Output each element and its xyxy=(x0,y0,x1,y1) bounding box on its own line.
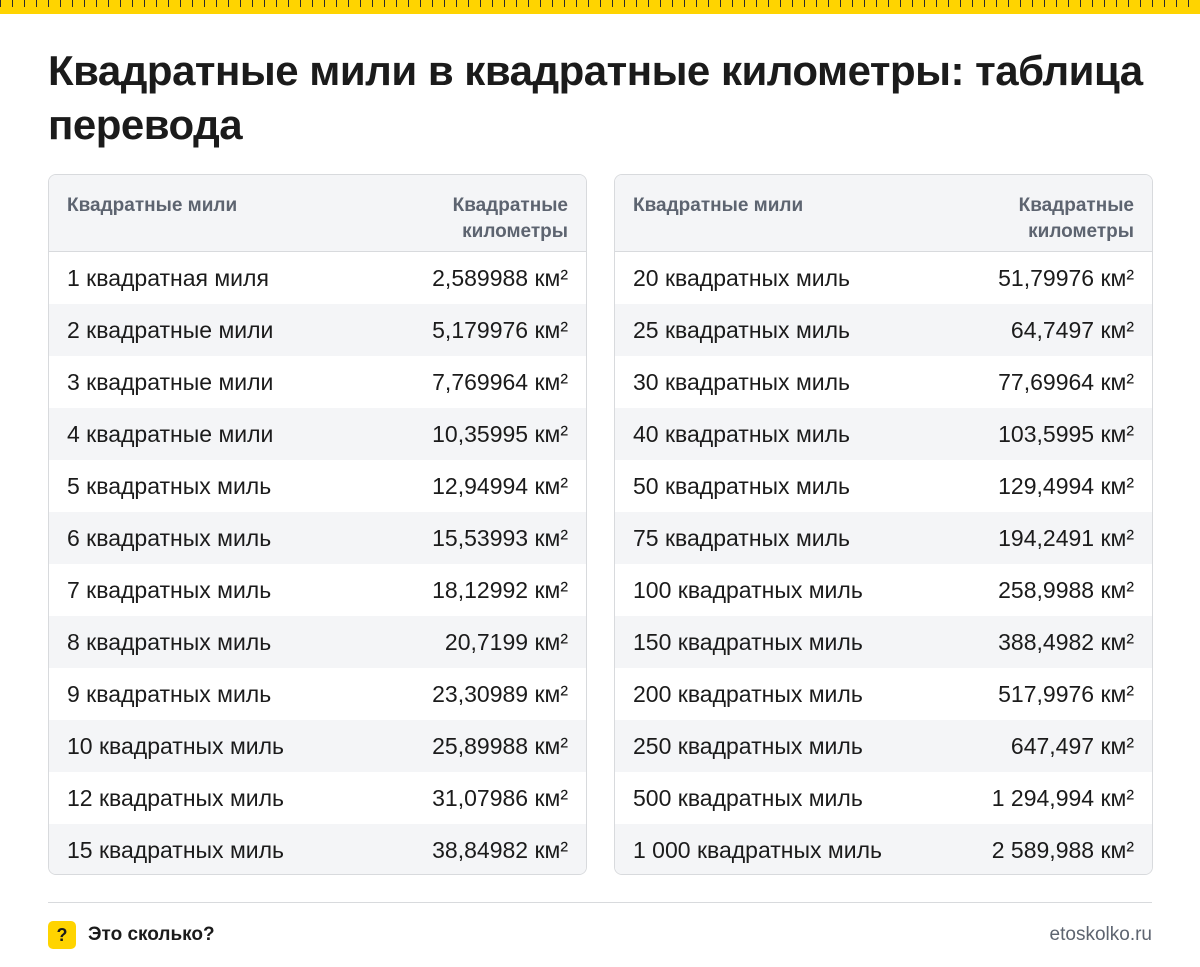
table-row: 9 квадратных миль 23,30989 км² xyxy=(49,668,586,720)
table-row: 250 квадратных миль 647,497 км² xyxy=(615,720,1152,772)
cell-square-km: 129,4994 км² xyxy=(998,472,1134,499)
cell-square-miles: 250 квадратных миль xyxy=(633,732,863,759)
table-row: 30 квадратных миль 77,69964 км² xyxy=(615,356,1152,408)
conversion-table-left: Квадратные мили Квадратные километры 1 к… xyxy=(48,174,587,875)
cell-square-miles: 6 квадратных миль xyxy=(67,524,272,551)
table-row: 20 квадратных миль 51,79976 км² xyxy=(615,252,1152,304)
table-row: 7 квадратных миль 18,12992 км² xyxy=(49,564,586,616)
cell-square-km: 647,497 км² xyxy=(1010,732,1134,759)
cell-square-miles: 40 квадратных миль xyxy=(633,420,851,447)
cell-square-miles: 4 квадратные мили xyxy=(67,420,274,447)
table-row: 500 квадратных миль 1 294,994 км² xyxy=(615,772,1152,824)
table-row: 15 квадратных миль 38,84982 км² xyxy=(49,824,586,874)
cell-square-km: 18,12992 км² xyxy=(432,576,568,603)
table-body: 1 квадратная миля 2,589988 км² 2 квадратны… xyxy=(49,252,586,874)
column-header-km: Квадратные километры xyxy=(452,195,568,242)
cell-square-km: 31,07986 км² xyxy=(432,784,568,811)
table-row: 6 квадратных миль 15,53993 км² xyxy=(49,512,586,564)
cell-square-miles: 9 квадратных миль xyxy=(67,680,272,707)
top-ruler-strip xyxy=(0,0,1200,14)
table-row: 8 квадратных миль 20,7199 км² xyxy=(49,616,586,668)
cell-square-km: 12,94994 км² xyxy=(432,472,568,499)
cell-square-miles: 20 квадратных миль xyxy=(633,264,851,291)
table-row: 100 квадратных миль 258,9988 км² xyxy=(615,564,1152,616)
cell-square-miles: 50 квадратных миль xyxy=(633,472,851,499)
cell-square-miles: 15 квадратных миль xyxy=(67,836,285,863)
cell-square-miles: 150 квадратных миль xyxy=(633,628,863,655)
table-row: 5 квадратных миль 12,94994 км² xyxy=(49,460,586,512)
table-row: 3 квадратные мили 7,769964 км² xyxy=(49,356,586,408)
column-header-miles: Квадратные мили xyxy=(67,195,238,216)
cell-square-miles: 12 квадратных миль xyxy=(67,784,285,811)
cell-square-miles: 1 квадратная миля xyxy=(67,264,269,291)
column-header-km: Квадратные километры xyxy=(1018,195,1134,242)
cell-square-km: 258,9988 км² xyxy=(998,576,1134,603)
table-row: 25 квадратных миль 64,7497 км² xyxy=(615,304,1152,356)
cell-square-miles: 7 квадратных миль xyxy=(67,576,272,603)
table-row: 75 квадратных миль 194,2491 км² xyxy=(615,512,1152,564)
cell-square-miles: 5 квадратных миль xyxy=(67,472,272,499)
cell-square-km: 38,84982 км² xyxy=(432,836,568,863)
cell-square-km: 10,35995 км² xyxy=(432,420,568,447)
cell-square-miles: 100 квадратных миль xyxy=(633,576,863,603)
cell-square-miles: 2 квадратные мили xyxy=(67,316,274,343)
cell-square-km: 15,53993 км² xyxy=(432,524,568,551)
question-mark-logo-icon: ? xyxy=(48,921,76,949)
table-header: Квадратные мили Квадратные километры xyxy=(49,175,586,252)
cell-square-km: 388,4982 км² xyxy=(998,628,1134,655)
cell-square-km: 25,89988 км² xyxy=(432,732,568,759)
table-row: 10 квадратных миль 25,89988 км² xyxy=(49,720,586,772)
cell-square-km: 64,7497 км² xyxy=(1010,316,1134,343)
cell-square-km: 20,7199 км² xyxy=(444,628,568,655)
cell-square-miles: 200 квадратных миль xyxy=(633,680,863,707)
cell-square-miles: 30 квадратных миль xyxy=(633,368,851,395)
column-header-miles: Квадратные мили xyxy=(633,195,804,216)
table-row: 12 квадратных миль 31,07986 км² xyxy=(49,772,586,824)
cell-square-miles: 8 квадратных миль xyxy=(67,628,272,655)
table-row: 1 квадратная миля 2,589988 км² xyxy=(49,252,586,304)
footer-divider xyxy=(48,902,1152,903)
conversion-table-right: Квадратные мили Квадратные километры 20 … xyxy=(614,174,1153,875)
cell-square-km: 2,589988 км² xyxy=(432,264,568,291)
cell-square-km: 7,769964 км² xyxy=(432,368,568,395)
cell-square-miles: 75 квадратных миль xyxy=(633,524,851,551)
cell-square-miles: 1 000 квадратных миль xyxy=(633,836,882,863)
page-title: Квадратные мили в квадратные километры: … xyxy=(48,47,1143,148)
cell-square-km: 517,9976 км² xyxy=(998,680,1134,707)
cell-square-km: 103,5995 км² xyxy=(998,420,1134,447)
cell-square-km: 23,30989 км² xyxy=(432,680,568,707)
cell-square-km: 51,79976 км² xyxy=(998,264,1134,291)
table-row: 50 квадратных миль 129,4994 км² xyxy=(615,460,1152,512)
cell-square-miles: 10 квадратных миль xyxy=(67,732,285,759)
cell-square-miles: 25 квадратных миль xyxy=(633,316,851,343)
table-body: 20 квадратных миль 51,79976 км² 25 квадрат… xyxy=(615,252,1152,874)
cell-square-km: 194,2491 км² xyxy=(998,524,1134,551)
cell-square-km: 77,69964 км² xyxy=(998,368,1134,395)
table-row: 200 квадратных миль 517,9976 км² xyxy=(615,668,1152,720)
site-url: etoskolko.ru xyxy=(1049,924,1152,945)
cell-square-miles: 500 квадратных миль xyxy=(633,784,863,811)
table-header: Квадратные мили Квадратные километры xyxy=(615,175,1152,252)
cell-square-km: 2 589,988 км² xyxy=(991,836,1134,863)
table-row: 1 000 квадратных миль 2 589,988 км² xyxy=(615,824,1152,874)
cell-square-miles: 3 квадратные мили xyxy=(67,368,274,395)
cell-square-km: 5,179976 км² xyxy=(432,316,568,343)
table-row: 2 квадратные мили 5,179976 км² xyxy=(49,304,586,356)
brand-name: Это сколько? xyxy=(88,924,215,945)
table-row: 4 квадратные мили 10,35995 км² xyxy=(49,408,586,460)
table-row: 40 квадратных миль 103,5995 км² xyxy=(615,408,1152,460)
cell-square-km: 1 294,994 км² xyxy=(991,784,1134,811)
table-row: 150 квадратных миль 388,4982 км² xyxy=(615,616,1152,668)
